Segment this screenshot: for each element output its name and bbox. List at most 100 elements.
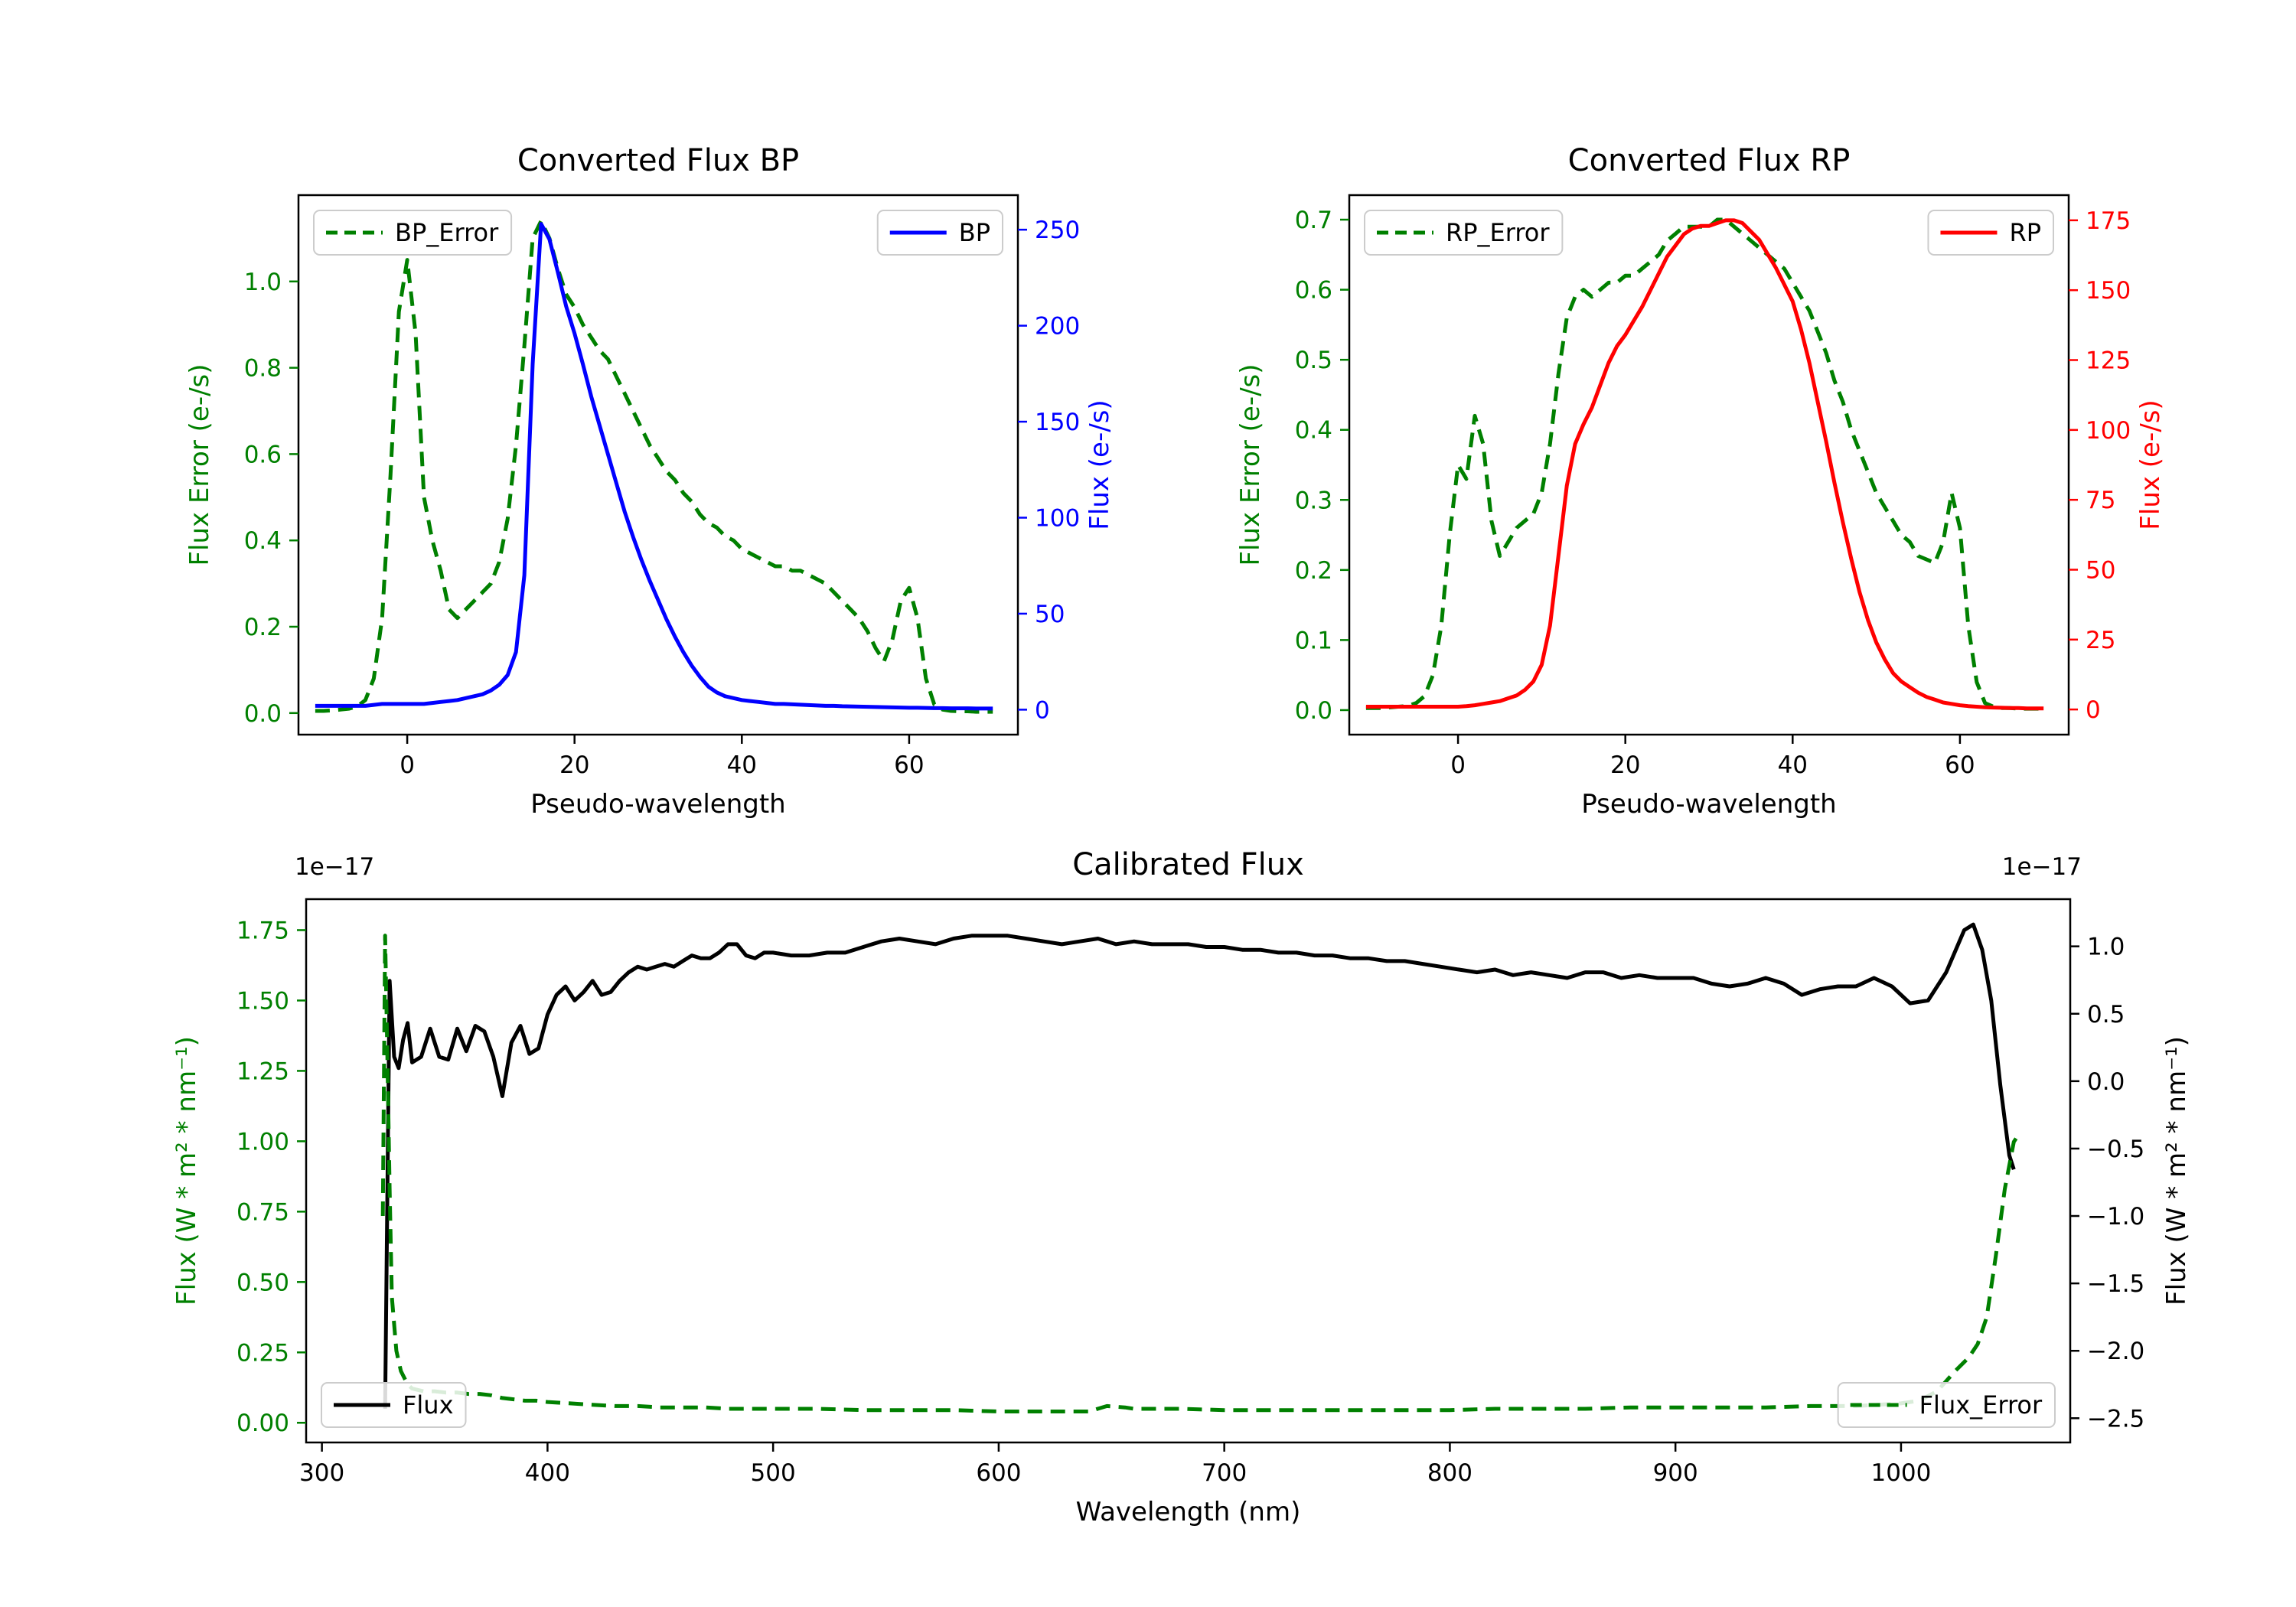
x-tick-label: 700 — [1202, 1459, 1247, 1487]
right-offset-text: 1e−17 — [2002, 853, 2082, 881]
x-tick-label: 40 — [1778, 751, 1808, 779]
x-tick-label: 600 — [976, 1459, 1021, 1487]
subplot-bp: 0 20 40 60 0.0 0.2 0.4 0.6 0.8 1.0 Flux Error (e-/… — [184, 143, 1115, 820]
x-axis-label: Pseudo-wavelength — [1581, 789, 1836, 820]
left-tick-label: 0.4 — [1295, 417, 1332, 445]
x-tick-label: 40 — [727, 751, 757, 779]
series-layer — [315, 219, 993, 714]
right-tick-label: 0.0 — [2087, 1068, 2125, 1096]
right-tick-label: 0 — [2086, 696, 2101, 724]
series-layer — [380, 922, 2020, 1413]
legend-label: RP — [2009, 218, 2041, 247]
x-tick-label: 60 — [1945, 751, 1975, 779]
legend-label: BP_Error — [395, 218, 499, 247]
series-RP — [1365, 218, 2044, 711]
right-tick-label: 200 — [1035, 313, 1080, 341]
x-tick-label: 400 — [525, 1459, 570, 1487]
axes-frame — [1348, 194, 2070, 736]
right-tick-label: 250 — [1035, 217, 1080, 244]
left-tick-label: 0.0 — [1295, 697, 1332, 725]
left-tick-label: 0.7 — [1295, 207, 1332, 234]
right-tick-label: 1.0 — [2087, 934, 2125, 961]
legend-box — [1837, 1382, 2056, 1428]
left-offset-text: 1e−17 — [295, 853, 374, 881]
right-axis-label: Flux (W * m² * nm⁻¹) — [2161, 1036, 2192, 1305]
right-axis-label: Flux (e-/s) — [2135, 399, 2166, 530]
subplot-rp: 0 20 40 60 0.0 0.1 0.2 0.3 0.4 0.5 0.6 0.7 Flux Erro… — [1235, 143, 2166, 820]
x-tick-label: 0 — [1450, 751, 1466, 779]
legend-Flux: Flux — [321, 1382, 467, 1428]
right-tick-label: 175 — [2086, 207, 2131, 235]
left-tick-label: 0.8 — [244, 355, 282, 383]
right-tick-label: −1.5 — [2087, 1270, 2144, 1298]
left-tick-label: 1.25 — [236, 1058, 289, 1085]
right-tick-label: −0.5 — [2087, 1136, 2144, 1163]
axes-frame — [305, 898, 2072, 1444]
left-tick-label: 0.3 — [1295, 487, 1332, 514]
x-tick-label: 800 — [1427, 1459, 1473, 1487]
right-tick-label: 150 — [1035, 409, 1080, 436]
legend-Flux_Error: Flux_Error — [1837, 1382, 2056, 1428]
x-tick-label: 500 — [751, 1459, 796, 1487]
right-tick-label: 150 — [2086, 277, 2131, 305]
right-tick-label: 125 — [2086, 347, 2131, 375]
series-BP_Error — [315, 219, 993, 714]
subplot-title: Calibrated Flux — [1072, 847, 1304, 882]
x-axis-label: Wavelength (nm) — [1076, 1497, 1301, 1527]
legend-box — [321, 1382, 467, 1428]
x-tick-label: 900 — [1653, 1459, 1698, 1487]
subplot-title: Converted Flux BP — [517, 143, 799, 178]
left-tick-label: 0.25 — [236, 1339, 289, 1367]
legend-RP_Error: RP_Error — [1364, 210, 1564, 256]
left-axis-label: Flux (W * m² * nm⁻¹) — [171, 1036, 202, 1305]
left-tick-label: 0.50 — [236, 1269, 289, 1296]
left-tick-label: 0.0 — [244, 700, 282, 728]
series-BP — [315, 222, 993, 711]
left-tick-label: 0.5 — [1295, 347, 1332, 374]
right-axis-label: Flux (e-/s) — [1084, 399, 1115, 530]
axes-frame — [297, 194, 1019, 736]
legend-label: RP_Error — [1446, 218, 1550, 247]
x-tick-label: 0 — [400, 751, 415, 779]
left-tick-label: 0.00 — [236, 1410, 289, 1437]
left-tick-label: 0.6 — [244, 441, 282, 468]
x-tick-label: 20 — [1610, 751, 1640, 779]
left-tick-label: 0.6 — [1295, 277, 1332, 305]
left-tick-label: 0.1 — [1295, 627, 1332, 654]
right-tick-label: 100 — [2086, 417, 2131, 445]
x-tick-label: 300 — [299, 1459, 344, 1487]
x-axis-label: Pseudo-wavelength — [530, 789, 785, 820]
series-Flux — [383, 922, 2016, 1409]
left-tick-label: 0.75 — [236, 1198, 289, 1226]
legend-BP: BP — [876, 210, 1003, 256]
legend-box — [313, 210, 513, 256]
legend-RP: RP — [1927, 210, 2054, 256]
series-RP_Error — [1365, 217, 2044, 711]
left-tick-label: 0.2 — [244, 614, 282, 641]
right-tick-label: 0 — [1035, 696, 1050, 724]
legend-BP_Error: BP_Error — [313, 210, 513, 256]
series-Flux_Error — [380, 934, 2020, 1413]
subplot-title: Converted Flux RP — [1568, 143, 1851, 178]
right-tick-label: 100 — [1035, 504, 1080, 532]
right-tick-label: 50 — [1035, 601, 1065, 628]
left-axis-label: Flux Error (e-/s) — [184, 363, 215, 566]
right-tick-label: 50 — [2086, 556, 2115, 584]
left-tick-label: 0.2 — [1295, 557, 1332, 585]
right-tick-label: −2.0 — [2087, 1338, 2144, 1365]
x-tick-label: 60 — [894, 751, 924, 779]
left-tick-label: 1.50 — [236, 987, 289, 1015]
left-tick-label: 1.0 — [244, 269, 282, 296]
right-tick-label: 25 — [2086, 627, 2115, 654]
legend-label: BP — [959, 218, 990, 247]
legend-label: Flux — [403, 1390, 454, 1420]
right-tick-label: 75 — [2086, 487, 2115, 514]
left-axis-label: Flux Error (e-/s) — [1235, 363, 1266, 566]
left-tick-label: 1.00 — [236, 1128, 289, 1156]
x-tick-label: 20 — [559, 751, 589, 779]
right-tick-label: 0.5 — [2087, 1001, 2125, 1028]
left-tick-label: 1.75 — [236, 917, 289, 944]
right-tick-label: −2.5 — [2087, 1405, 2144, 1433]
